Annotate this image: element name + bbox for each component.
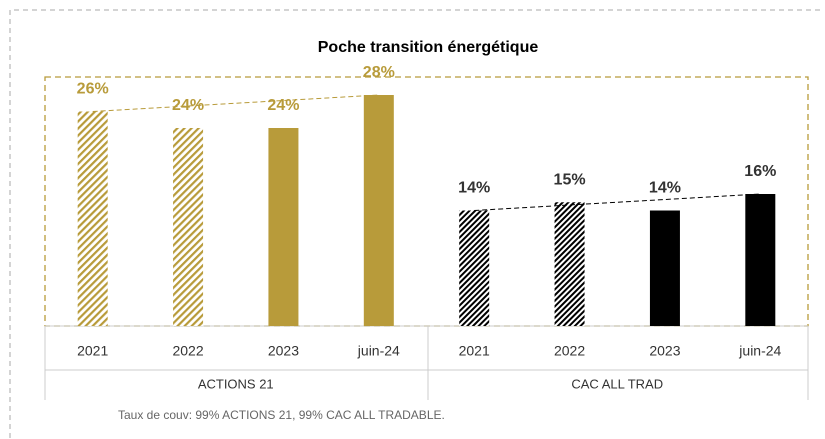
chart-title: Poche transition énergétique [318, 39, 539, 56]
value-label: 15% [554, 171, 586, 188]
trend-line [92, 94, 379, 112]
value-label: 14% [458, 180, 490, 197]
x-tick-label: juin-24 [357, 343, 400, 359]
bar [268, 128, 299, 326]
value-label: 14% [649, 180, 681, 197]
bar [554, 202, 585, 326]
x-tick-label: 2023 [268, 343, 299, 359]
bar [77, 111, 108, 326]
footnote: Taux de couv: 99% ACTIONS 21, 99% CAC AL… [118, 408, 445, 422]
group-label: CAC ALL TRAD [571, 376, 663, 391]
bar [649, 210, 680, 326]
value-label: 24% [172, 97, 204, 114]
x-tick-label: 2021 [77, 343, 108, 359]
bar [459, 210, 490, 326]
value-label: 26% [77, 81, 109, 98]
bar [363, 95, 394, 326]
group-label: ACTIONS 21 [198, 376, 274, 391]
bar [745, 194, 776, 326]
axis-table [44, 325, 809, 400]
highlight-frame [44, 76, 809, 327]
outer-frame [9, 9, 824, 438]
x-tick-label: 2022 [172, 343, 203, 359]
x-tick-label: 2022 [554, 343, 585, 359]
x-tick-label: juin-24 [738, 343, 781, 359]
value-label: 24% [267, 97, 299, 114]
x-tick-label: 2023 [649, 343, 680, 359]
value-label: 28% [363, 64, 395, 81]
x-tick-label: 2021 [459, 343, 490, 359]
bar [173, 128, 204, 326]
value-label: 16% [744, 163, 776, 180]
trend-line [474, 193, 761, 211]
